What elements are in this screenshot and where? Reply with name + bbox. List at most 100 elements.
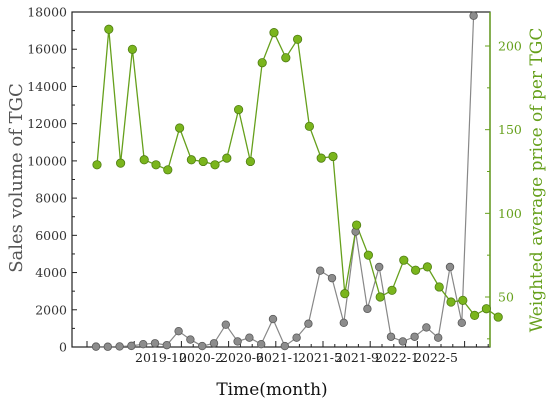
sales-point — [115, 342, 124, 351]
price-point — [292, 34, 303, 44]
sales-point — [280, 341, 289, 351]
sales-point — [221, 320, 230, 329]
left-tick-label: 8000 — [35, 191, 67, 206]
sales-point — [375, 262, 384, 272]
price-point — [410, 265, 421, 275]
x-axis-label: Time(month) — [216, 380, 327, 400]
price-point — [387, 285, 397, 295]
price-point — [328, 151, 338, 162]
left-axis: 0 2000 4000 6000 8000 10000 12000 14000 16000 180… — [27, 5, 77, 355]
price-point — [375, 292, 385, 302]
left-tick-label: 6000 — [35, 228, 67, 243]
price-point — [458, 295, 468, 305]
sales-point — [363, 304, 372, 314]
price-point — [469, 310, 480, 321]
sales-point — [434, 333, 443, 342]
price-point — [92, 160, 102, 170]
price-point — [234, 104, 244, 115]
price-point — [446, 297, 456, 307]
price-point — [116, 158, 126, 168]
sales-point — [268, 314, 278, 324]
plot-frame — [71, 11, 491, 348]
price-point — [493, 312, 503, 322]
sales-point — [445, 262, 455, 272]
sales-point — [186, 335, 195, 344]
series-line-price — [96, 29, 499, 318]
price-point — [210, 160, 220, 170]
price-point — [245, 156, 255, 167]
price-point — [151, 160, 161, 170]
left-tick-label: 16000 — [27, 42, 67, 57]
price-point — [269, 28, 279, 38]
price-point — [104, 24, 114, 34]
right-axis: 50 100 150 200 — [485, 39, 522, 340]
x-tick-label: 2021-1 — [256, 350, 300, 365]
left-tick-label: 10000 — [27, 153, 67, 168]
right-tick-label: 50 — [498, 290, 514, 305]
sales-point — [457, 318, 466, 328]
price-point — [175, 123, 185, 133]
sales-point — [410, 332, 419, 341]
x-axis: 2019-102020-22020-62021-12021-52021-9202… — [86, 341, 489, 365]
sales-point — [127, 341, 136, 351]
x-tick-label: 2020-2 — [179, 350, 223, 365]
x-tick-label: 2021-9 — [335, 350, 379, 365]
sales-point — [233, 337, 242, 346]
series-layer — [91, 11, 503, 351]
price-point — [257, 58, 267, 68]
y-right-axis-label: Weighted average price of per TGC — [527, 28, 547, 333]
price-point — [363, 250, 373, 260]
price-point — [481, 304, 491, 314]
sales-point — [292, 333, 301, 342]
sales-point — [398, 337, 407, 346]
y-left-axis-label: Sales volume of TGC — [6, 83, 27, 273]
sales-point — [386, 332, 396, 341]
price-point — [163, 165, 173, 175]
sales-point — [304, 319, 313, 328]
sales-point — [162, 340, 171, 350]
series-line-sales — [95, 15, 475, 348]
right-tick-label: 200 — [498, 39, 522, 54]
price-point — [316, 153, 326, 163]
sales-point — [103, 342, 112, 351]
sales-point — [150, 339, 160, 348]
sales-point — [469, 11, 478, 20]
right-tick-label: 100 — [498, 206, 522, 221]
x-tick-label: 2022-5 — [414, 350, 458, 365]
price-point — [127, 44, 137, 54]
sales-point — [257, 340, 266, 349]
sales-point — [138, 340, 148, 349]
left-tick-label: 14000 — [27, 79, 67, 94]
x-tick-label: 2020-6 — [220, 350, 264, 365]
price-point — [186, 155, 196, 165]
price-point — [351, 220, 362, 230]
sales-point — [174, 326, 183, 336]
sales-point — [91, 342, 101, 351]
plot-border — [71, 11, 491, 348]
price-point — [434, 282, 444, 292]
left-tick-label: 18000 — [27, 5, 67, 20]
x-tick-label: 2021-5 — [298, 350, 342, 365]
left-tick-label: 12000 — [27, 116, 67, 131]
price-point — [304, 121, 314, 131]
left-tick-label: 4000 — [35, 265, 67, 280]
sales-point — [422, 323, 431, 332]
price-point — [139, 155, 149, 165]
x-tick-label: 2019-10 — [135, 350, 187, 365]
sales-point — [245, 333, 254, 342]
price-point — [222, 153, 232, 163]
right-tick-label: 150 — [498, 122, 522, 137]
sales-point — [327, 273, 337, 283]
price-point — [399, 255, 409, 265]
left-tick-label: 2000 — [35, 302, 67, 317]
x-tick-label: 2022-1 — [375, 350, 419, 365]
sales-point — [209, 339, 219, 348]
price-point — [422, 262, 432, 272]
left-tick-label: 0 — [59, 340, 67, 355]
sales-point — [316, 266, 325, 275]
price-point — [198, 156, 208, 167]
price-point — [340, 289, 350, 299]
sales-point — [197, 341, 207, 351]
